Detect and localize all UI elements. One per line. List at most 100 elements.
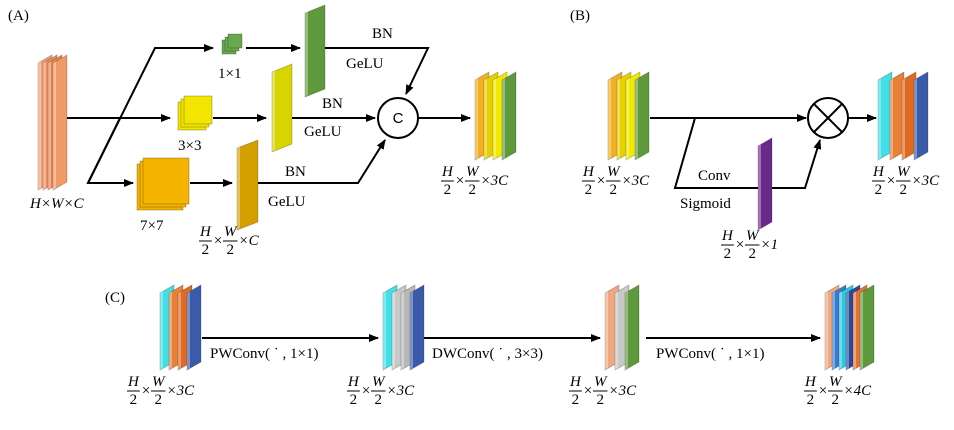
dims-text: ×1 [760,237,778,253]
slab-edge [839,291,842,370]
dims-label: H2×W2×3C [582,164,650,198]
dims-den: 2 [596,392,604,408]
dims-text: ×3C [911,173,940,189]
dims-text: ×C [238,233,259,249]
panel-label: (A) [8,8,29,24]
dims-text: ×3C [480,173,509,189]
slab-edge [305,11,308,97]
dims-label: H2×W2×3C [441,164,509,198]
dims-text: × [596,173,606,189]
figure: (A) H×W×C 1×1 3×3 7×7 BN GeLU BN GeLU BN… [0,0,954,430]
panel-label: (C) [105,290,125,306]
dims-den: 2 [807,392,815,408]
dims-text: ×3C [608,383,637,399]
feature-stack [237,140,258,230]
dims-num: W [224,224,238,240]
dims-text: ×3C [621,173,650,189]
dims-label: H2×W2×3C [569,374,637,408]
slab-edge [608,78,611,160]
slab-edge [853,291,856,370]
feature-stack [825,285,874,370]
dims-text: × [583,383,593,399]
dims-num: H [347,374,360,390]
dims-label: H2×W2×C [199,224,260,258]
kernel-label: 3×3 [178,138,201,154]
kernel-label: 7×7 [140,218,164,234]
slab-edge [902,78,905,160]
dims-text: × [361,383,371,399]
dims-den: 2 [130,392,138,408]
bn-label: BN [372,26,393,42]
dims-den: 2 [724,246,732,262]
dims-text: × [141,383,151,399]
slab-edge [187,291,190,370]
feature-stack [305,5,325,97]
slab-edge [832,291,835,370]
dims-den: 2 [609,182,617,198]
dims-den: 2 [350,392,358,408]
slab-edge [48,61,51,190]
dims-num: W [466,164,480,180]
slab-edge [605,291,608,370]
slab-edge [890,78,893,160]
feature-stack [38,55,67,190]
dims-den: 2 [899,182,907,198]
dims-num: W [372,374,386,390]
kernel-cube [184,96,212,124]
slab-edge [825,291,828,370]
slab-edge [160,291,163,370]
slab-edge [635,78,638,160]
dims-num: H [872,164,885,180]
slab-edge [237,146,240,230]
dims-den: 2 [585,182,593,198]
dims-num: W [829,374,843,390]
kernel-cube [228,34,242,48]
dims-text: × [818,383,828,399]
slab-edge [410,291,413,370]
dims-num: H [582,164,595,180]
dims-num: H [721,228,734,244]
slab-edge [502,78,505,160]
dims-num: H [441,164,454,180]
slab-edge [493,78,496,160]
dims-num: W [897,164,911,180]
dims-num: H [199,224,212,240]
feature-slab [237,140,258,230]
dims-label: H2×W2×3C [347,374,415,408]
slab-edge [475,78,478,160]
feature-stack [878,72,928,160]
slab-edge [178,291,181,370]
slab-edge [38,61,41,190]
slab-edge [272,70,275,152]
slab-edge [860,291,863,370]
kernel-cube [143,158,189,204]
dims-label: H2×W2×3C [127,374,195,408]
slab-edge [615,291,618,370]
slab-edge [878,78,881,160]
act-label: GeLU [346,56,384,72]
dims-text: × [886,173,896,189]
dims-text: × [213,233,223,249]
dims-num: H [804,374,817,390]
feature-stack [758,138,772,230]
kernel-cubes [178,96,212,130]
op-label: PWConv( ˙ , 1×1) [656,346,764,362]
slab-edge [392,291,395,370]
dims-num: H [569,374,582,390]
slab-edge [53,61,56,190]
bn-label: BN [322,96,343,112]
dims-num: W [152,374,166,390]
dims-den: 2 [202,242,210,258]
feature-stack [383,285,424,370]
dims-den: 2 [444,182,452,198]
slab-edge [914,78,917,160]
bn-label: BN [285,164,306,180]
slab-edge [484,78,487,160]
dims-den: 2 [572,392,580,408]
op-label: DWConv( ˙ , 3×3) [432,346,543,362]
connectors-a [65,48,470,183]
slab-edge [758,144,761,230]
dims-text: ×3C [386,383,415,399]
dims-den: 2 [154,392,162,408]
dims-den: 2 [875,182,883,198]
